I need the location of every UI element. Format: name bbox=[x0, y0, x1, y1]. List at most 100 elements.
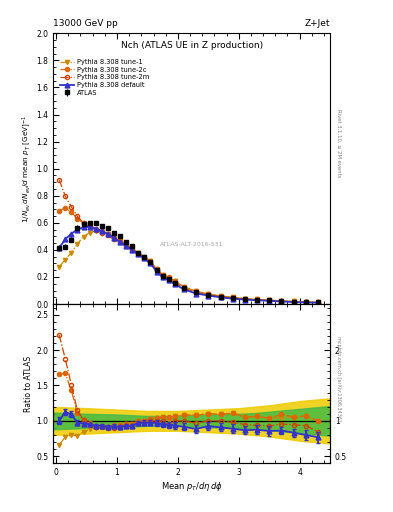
Pythia 8.308 default bbox=[267, 298, 272, 304]
Pythia 8.308 tune-2m bbox=[206, 292, 211, 298]
Pythia 8.308 default bbox=[148, 261, 153, 267]
Pythia 8.308 tune-1 bbox=[136, 250, 141, 256]
Pythia 8.308 tune-2m bbox=[112, 236, 116, 242]
Pythia 8.308 tune-2c bbox=[154, 266, 159, 272]
Pythia 8.308 default bbox=[75, 226, 80, 232]
Pythia 8.308 tune-2c bbox=[279, 298, 284, 304]
Pythia 8.308 tune-2c bbox=[57, 207, 61, 214]
Pythia 8.308 tune-1 bbox=[218, 293, 223, 299]
Pythia 8.308 tune-2m bbox=[255, 297, 259, 303]
Pythia 8.308 tune-1 bbox=[118, 238, 122, 244]
Pythia 8.308 tune-2m bbox=[267, 297, 272, 304]
Pythia 8.308 tune-2c bbox=[242, 295, 247, 302]
Pythia 8.308 tune-2m bbox=[291, 298, 296, 305]
Pythia 8.308 default bbox=[93, 225, 98, 231]
Pythia 8.308 tune-2c bbox=[316, 299, 320, 305]
Pythia 8.308 tune-2m bbox=[124, 243, 129, 249]
Pythia 8.308 tune-2m bbox=[63, 193, 68, 199]
Pythia 8.308 tune-2m bbox=[81, 220, 86, 226]
Pythia 8.308 tune-2c bbox=[112, 235, 116, 241]
Pythia 8.308 tune-2m bbox=[148, 259, 153, 265]
Pythia 8.308 tune-2c bbox=[130, 246, 134, 252]
Pythia 8.308 tune-2c bbox=[255, 296, 259, 303]
Pythia 8.308 tune-2c bbox=[136, 250, 141, 256]
Pythia 8.308 tune-2m bbox=[182, 285, 186, 291]
Pythia 8.308 default bbox=[63, 236, 68, 242]
Pythia 8.308 tune-2m bbox=[303, 299, 308, 305]
Pythia 8.308 tune-2c bbox=[160, 271, 165, 278]
Pythia 8.308 tune-1 bbox=[148, 258, 153, 264]
Pythia 8.308 tune-2c bbox=[93, 225, 98, 231]
Pythia 8.308 tune-2m bbox=[136, 251, 141, 258]
Pythia 8.308 tune-2m bbox=[105, 232, 110, 239]
Pythia 8.308 tune-2m bbox=[130, 247, 134, 253]
Pythia 8.308 tune-1 bbox=[182, 284, 186, 290]
Pythia 8.308 tune-2c bbox=[81, 220, 86, 226]
Pythia 8.308 tune-2m bbox=[93, 227, 98, 233]
Pythia 8.308 tune-2c bbox=[75, 216, 80, 222]
Pythia 8.308 tune-2c bbox=[291, 298, 296, 305]
Pythia 8.308 tune-2c bbox=[267, 297, 272, 303]
Pythia 8.308 tune-2m bbox=[316, 300, 320, 306]
Pythia 8.308 tune-2c bbox=[105, 231, 110, 237]
Pythia 8.308 tune-2c bbox=[99, 228, 104, 234]
Line: Pythia 8.308 default: Pythia 8.308 default bbox=[57, 224, 320, 305]
X-axis label: Mean $p_T/d\eta\,d\phi$: Mean $p_T/d\eta\,d\phi$ bbox=[161, 480, 222, 493]
Pythia 8.308 tune-2c bbox=[87, 223, 92, 229]
Pythia 8.308 tune-2c bbox=[218, 293, 223, 299]
Pythia 8.308 default bbox=[173, 281, 177, 287]
Pythia 8.308 tune-2m bbox=[75, 214, 80, 220]
Pythia 8.308 default bbox=[142, 255, 147, 262]
Pythia 8.308 tune-1 bbox=[279, 298, 284, 304]
Pythia 8.308 tune-1 bbox=[206, 291, 211, 297]
Pythia 8.308 tune-1 bbox=[112, 233, 116, 240]
Pythia 8.308 tune-1 bbox=[105, 231, 110, 237]
Pythia 8.308 default bbox=[87, 224, 92, 230]
Pythia 8.308 tune-2m bbox=[87, 224, 92, 230]
Pythia 8.308 tune-2m bbox=[166, 277, 171, 283]
Text: Nch (ATLAS UE in Z production): Nch (ATLAS UE in Z production) bbox=[121, 41, 263, 50]
Y-axis label: $1/N_{ev}\,dN_{ev}/d$ mean $p_T$ [GeV]$^{-1}$: $1/N_{ev}\,dN_{ev}/d$ mean $p_T$ [GeV]$^… bbox=[20, 115, 33, 223]
Pythia 8.308 tune-1 bbox=[124, 242, 129, 248]
Pythia 8.308 tune-1 bbox=[255, 296, 259, 303]
Pythia 8.308 default bbox=[57, 245, 61, 251]
Line: Pythia 8.308 tune-2c: Pythia 8.308 tune-2c bbox=[57, 206, 320, 305]
Pythia 8.308 tune-1 bbox=[87, 229, 92, 236]
Pythia 8.308 tune-1 bbox=[93, 228, 98, 234]
Pythia 8.308 tune-2m bbox=[194, 289, 198, 295]
Pythia 8.308 default bbox=[303, 300, 308, 306]
Pythia 8.308 tune-1 bbox=[291, 298, 296, 305]
Pythia 8.308 tune-2m bbox=[242, 296, 247, 302]
Pythia 8.308 default bbox=[112, 235, 116, 241]
Pythia 8.308 default bbox=[130, 247, 134, 253]
Pythia 8.308 default bbox=[124, 243, 129, 249]
Pythia 8.308 default bbox=[218, 294, 223, 301]
Pythia 8.308 default bbox=[81, 224, 86, 230]
Pythia 8.308 tune-1 bbox=[130, 246, 134, 252]
Pythia 8.308 tune-2c bbox=[148, 258, 153, 264]
Pythia 8.308 tune-2c bbox=[166, 274, 171, 281]
Pythia 8.308 default bbox=[105, 231, 110, 237]
Pythia 8.308 default bbox=[206, 292, 211, 298]
Pythia 8.308 tune-2c bbox=[182, 284, 186, 290]
Pythia 8.308 tune-2c bbox=[69, 209, 73, 215]
Pythia 8.308 tune-2c bbox=[63, 205, 68, 211]
Pythia 8.308 tune-2m bbox=[142, 255, 147, 262]
Pythia 8.308 tune-2m bbox=[57, 177, 61, 183]
Pythia 8.308 default bbox=[166, 277, 171, 283]
Pythia 8.308 tune-1 bbox=[75, 241, 80, 247]
Pythia 8.308 tune-1 bbox=[230, 294, 235, 301]
Text: mcplots.cern.ch [arXiv:1306.3436]: mcplots.cern.ch [arXiv:1306.3436] bbox=[336, 336, 341, 421]
Pythia 8.308 tune-1 bbox=[166, 275, 171, 282]
Pythia 8.308 tune-2c bbox=[124, 242, 129, 248]
Pythia 8.308 tune-2m bbox=[279, 298, 284, 304]
Text: ATLAS-ALT-2016-531: ATLAS-ALT-2016-531 bbox=[160, 242, 223, 247]
Pythia 8.308 tune-1 bbox=[69, 249, 73, 255]
Pythia 8.308 default bbox=[194, 290, 198, 296]
Pythia 8.308 tune-1 bbox=[194, 288, 198, 294]
Pythia 8.308 tune-1 bbox=[303, 299, 308, 305]
Pythia 8.308 tune-2c bbox=[230, 294, 235, 301]
Pythia 8.308 tune-2c bbox=[173, 278, 177, 284]
Pythia 8.308 tune-1 bbox=[316, 299, 320, 305]
Pythia 8.308 tune-2m bbox=[154, 267, 159, 273]
